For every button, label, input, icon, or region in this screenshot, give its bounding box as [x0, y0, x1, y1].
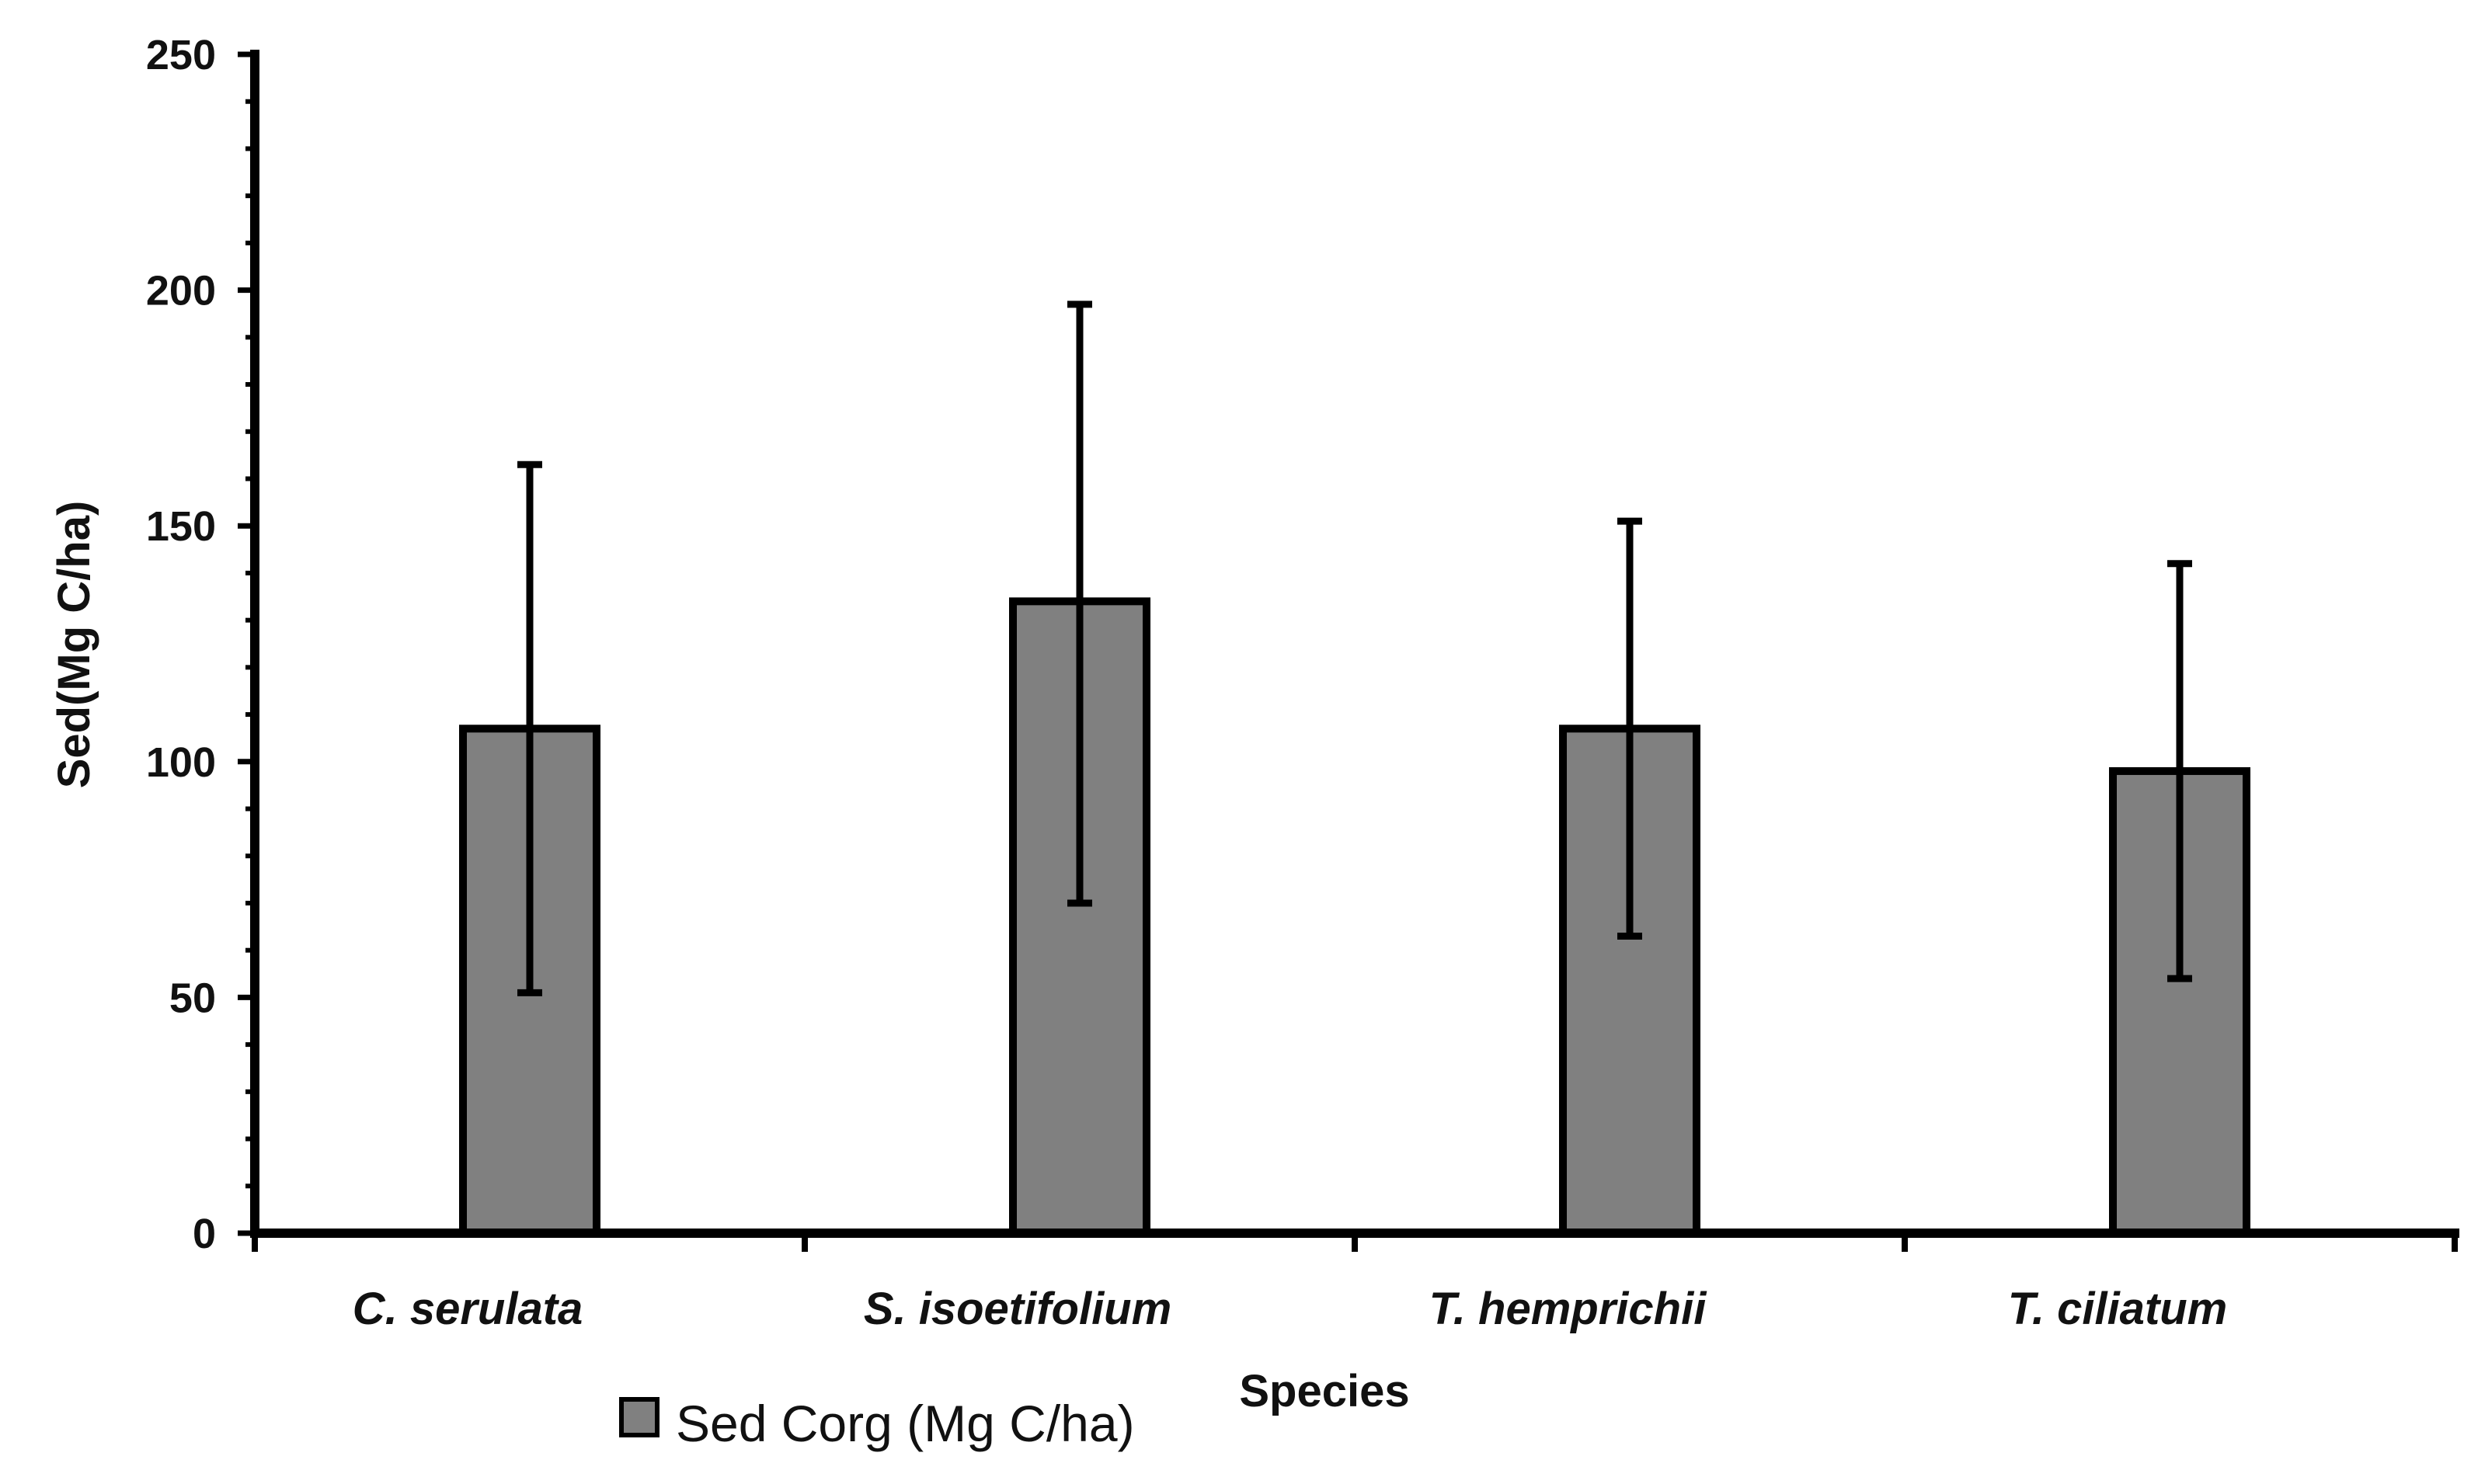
- x-tick-label-3: T. ciliatum: [2008, 1284, 2228, 1334]
- y-tick-label: 100: [146, 739, 216, 786]
- y-tick-label: 150: [146, 503, 216, 550]
- x-tick-label-0: C. serulata: [353, 1284, 583, 1334]
- x-tick-label-1: S. isoetifolium: [864, 1284, 1171, 1334]
- y-ticks-group: 0 50 100 150 200 250: [146, 32, 255, 1257]
- bars-group: [459, 597, 2250, 1237]
- y-tick-label: 50: [169, 975, 216, 1021]
- legend-label: Sed Corg (Mg C/ha): [676, 1395, 1135, 1452]
- y-tick-label: 0: [193, 1211, 216, 1257]
- y-axis-title: Sed(Mg C/ha): [49, 501, 99, 789]
- y-tick-label: 250: [146, 32, 216, 78]
- error-bars-group: [517, 301, 2192, 996]
- x-ticks-group: C. serulata S. isoetifolium T. hemprichii T…: [252, 1233, 2458, 1334]
- legend: Sed Corg (Mg C/ha): [619, 1395, 1135, 1452]
- x-axis-title: Species: [1239, 1366, 1409, 1416]
- bar-3: [2109, 766, 2250, 1237]
- x-tick-label-2: T. hemprichii: [1429, 1284, 1708, 1334]
- legend-swatch: [619, 1397, 660, 1437]
- y-tick-label: 200: [146, 268, 216, 315]
